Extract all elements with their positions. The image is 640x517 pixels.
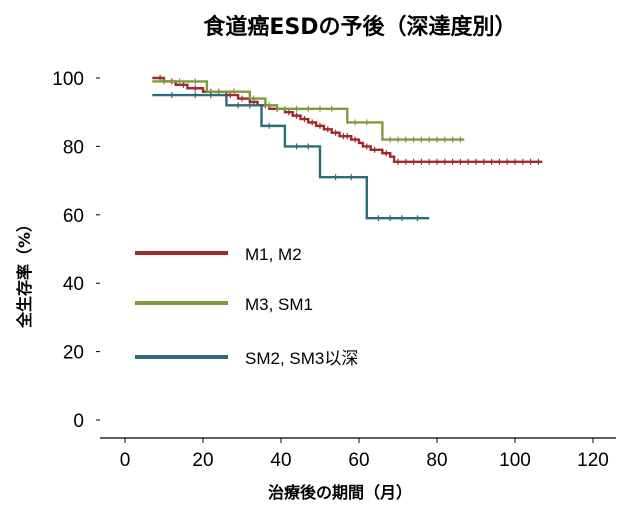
series-line-3 (152, 93, 430, 220)
y-tick-label: 60 (63, 206, 84, 227)
y-tick-label: 40 (63, 274, 84, 295)
legend-label-2: M3, SM1 (245, 295, 313, 314)
y-tick-label: 0 (73, 411, 84, 432)
x-tick-label: 40 (270, 450, 291, 471)
x-tick-label: 20 (192, 450, 213, 471)
legend-label-3: SM2, SM3以深 (245, 349, 358, 368)
legend-label-1: M1, M2 (245, 245, 302, 264)
x-tick-label: 0 (120, 450, 131, 471)
x-tick-label: 100 (499, 450, 531, 471)
x-axis-label: 治療後の期間（月） (268, 483, 412, 502)
y-tick-label: 100 (52, 69, 84, 90)
y-tick-label: 20 (63, 343, 84, 364)
x-tick-label: 120 (577, 450, 609, 471)
y-tick-label: 80 (63, 137, 84, 158)
x-tick-label: 80 (426, 450, 447, 471)
x-tick-label: 60 (348, 450, 369, 471)
chart-title: 食道癌ESDの予後（深達度別） (203, 14, 516, 40)
y-axis-label: 全生存率（%） (15, 216, 34, 329)
